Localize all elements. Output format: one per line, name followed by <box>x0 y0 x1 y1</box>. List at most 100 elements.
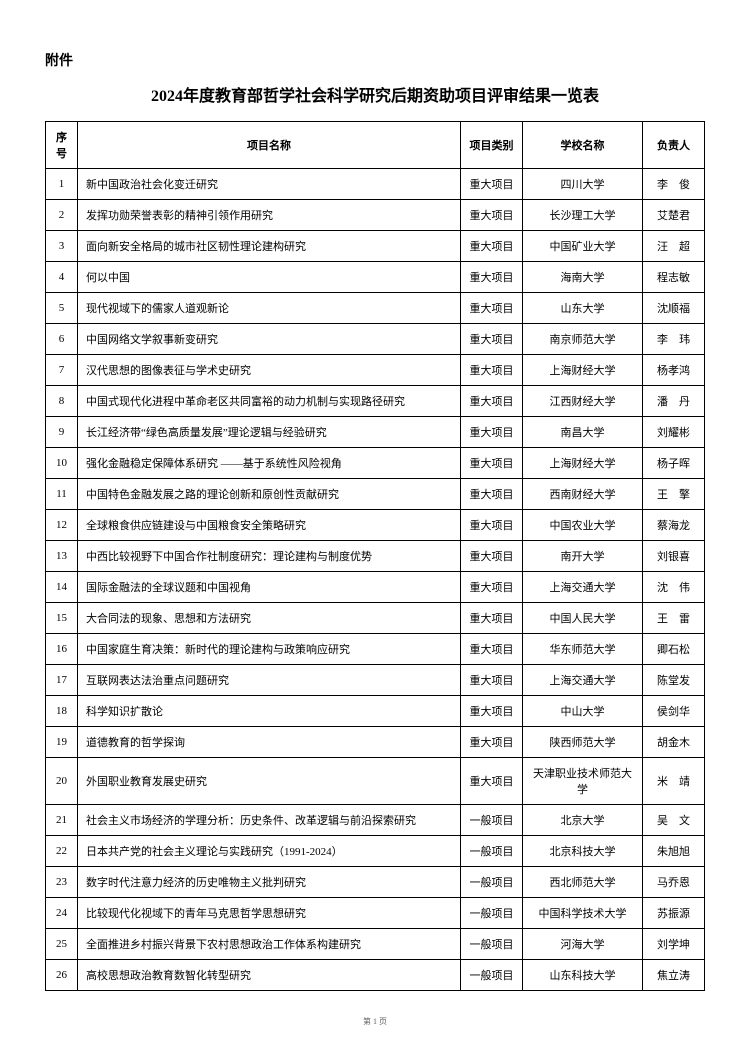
cell-category: 一般项目 <box>461 898 523 929</box>
cell-category: 重大项目 <box>461 386 523 417</box>
table-row: 19道德教育的哲学探询重大项目陕西师范大学胡金木 <box>46 727 705 758</box>
cell-seq: 26 <box>46 960 78 991</box>
cell-name: 道德教育的哲学探询 <box>78 727 461 758</box>
cell-school: 海南大学 <box>523 262 643 293</box>
cell-seq: 21 <box>46 805 78 836</box>
table-row: 5现代视域下的儒家人道观新论重大项目山东大学沈顺福 <box>46 293 705 324</box>
cell-person: 吴 文 <box>643 805 705 836</box>
cell-name: 中国家庭生育决策：新时代的理论建构与政策响应研究 <box>78 634 461 665</box>
table-row: 15大合同法的现象、思想和方法研究重大项目中国人民大学王 雷 <box>46 603 705 634</box>
cell-school: 中国矿业大学 <box>523 231 643 262</box>
table-row: 21社会主义市场经济的学理分析：历史条件、改革逻辑与前沿探索研究一般项目北京大学… <box>46 805 705 836</box>
attachment-label: 附件 <box>45 50 705 70</box>
cell-seq: 22 <box>46 836 78 867</box>
cell-person: 刘耀彬 <box>643 417 705 448</box>
cell-name: 面向新安全格局的城市社区韧性理论建构研究 <box>78 231 461 262</box>
cell-category: 重大项目 <box>461 200 523 231</box>
cell-name: 数字时代注意力经济的历史唯物主义批判研究 <box>78 867 461 898</box>
cell-name: 比较现代化视域下的青年马克思哲学思想研究 <box>78 898 461 929</box>
cell-category: 重大项目 <box>461 479 523 510</box>
cell-school: 上海财经大学 <box>523 448 643 479</box>
cell-seq: 25 <box>46 929 78 960</box>
cell-category: 一般项目 <box>461 960 523 991</box>
cell-category: 重大项目 <box>461 262 523 293</box>
cell-school: 天津职业技术师范大学 <box>523 758 643 805</box>
cell-person: 米 靖 <box>643 758 705 805</box>
table-row: 11中国特色金融发展之路的理论创新和原创性贡献研究重大项目西南财经大学王 擎 <box>46 479 705 510</box>
table-row: 1新中国政治社会化变迁研究重大项目四川大学李 俊 <box>46 169 705 200</box>
cell-name: 国际金融法的全球议题和中国视角 <box>78 572 461 603</box>
cell-school: 中国农业大学 <box>523 510 643 541</box>
cell-seq: 4 <box>46 262 78 293</box>
cell-name: 大合同法的现象、思想和方法研究 <box>78 603 461 634</box>
cell-person: 王 雷 <box>643 603 705 634</box>
cell-seq: 10 <box>46 448 78 479</box>
cell-category: 重大项目 <box>461 758 523 805</box>
cell-name: 全面推进乡村振兴背景下农村思想政治工作体系构建研究 <box>78 929 461 960</box>
cell-person: 马乔恩 <box>643 867 705 898</box>
cell-name: 全球粮食供应链建设与中国粮食安全策略研究 <box>78 510 461 541</box>
cell-category: 重大项目 <box>461 634 523 665</box>
cell-school: 中国人民大学 <box>523 603 643 634</box>
cell-name: 外国职业教育发展史研究 <box>78 758 461 805</box>
cell-seq: 5 <box>46 293 78 324</box>
cell-person: 李 俊 <box>643 169 705 200</box>
cell-school: 南京师范大学 <box>523 324 643 355</box>
cell-seq: 16 <box>46 634 78 665</box>
cell-person: 沈 伟 <box>643 572 705 603</box>
table-row: 12全球粮食供应链建设与中国粮食安全策略研究重大项目中国农业大学蔡海龙 <box>46 510 705 541</box>
cell-category: 重大项目 <box>461 324 523 355</box>
cell-seq: 13 <box>46 541 78 572</box>
header-school: 学校名称 <box>523 122 643 169</box>
cell-name: 社会主义市场经济的学理分析：历史条件、改革逻辑与前沿探索研究 <box>78 805 461 836</box>
cell-name: 现代视域下的儒家人道观新论 <box>78 293 461 324</box>
cell-category: 重大项目 <box>461 355 523 386</box>
cell-name: 互联网表达法治重点问题研究 <box>78 665 461 696</box>
cell-seq: 15 <box>46 603 78 634</box>
cell-name: 中西比较视野下中国合作社制度研究：理论建构与制度优势 <box>78 541 461 572</box>
cell-person: 汪 超 <box>643 231 705 262</box>
cell-seq: 23 <box>46 867 78 898</box>
cell-seq: 14 <box>46 572 78 603</box>
page-indicator: 第 1 页 <box>45 1016 705 1027</box>
cell-school: 长沙理工大学 <box>523 200 643 231</box>
cell-name: 中国特色金融发展之路的理论创新和原创性贡献研究 <box>78 479 461 510</box>
cell-category: 重大项目 <box>461 293 523 324</box>
table-row: 4何以中国重大项目海南大学程志敏 <box>46 262 705 293</box>
cell-person: 胡金木 <box>643 727 705 758</box>
cell-name: 发挥功勋荣誉表彰的精神引领作用研究 <box>78 200 461 231</box>
cell-person: 杨孝鸿 <box>643 355 705 386</box>
table-header-row: 序号 项目名称 项目类别 学校名称 负责人 <box>46 122 705 169</box>
cell-name: 中国网络文学叙事新变研究 <box>78 324 461 355</box>
cell-person: 沈顺福 <box>643 293 705 324</box>
table-row: 6中国网络文学叙事新变研究重大项目南京师范大学李 玮 <box>46 324 705 355</box>
cell-school: 山东大学 <box>523 293 643 324</box>
table-row: 10强化金融稳定保障体系研究 ——基于系统性风险视角重大项目上海财经大学杨子晖 <box>46 448 705 479</box>
cell-person: 焦立涛 <box>643 960 705 991</box>
page-title: 2024年度教育部哲学社会科学研究后期资助项目评审结果一览表 <box>45 82 705 106</box>
cell-name: 新中国政治社会化变迁研究 <box>78 169 461 200</box>
cell-name: 中国式现代化进程中革命老区共同富裕的动力机制与实现路径研究 <box>78 386 461 417</box>
cell-category: 重大项目 <box>461 541 523 572</box>
table-row: 18科学知识扩散论重大项目中山大学侯剑华 <box>46 696 705 727</box>
cell-person: 程志敏 <box>643 262 705 293</box>
cell-name: 高校思想政治教育数智化转型研究 <box>78 960 461 991</box>
cell-category: 重大项目 <box>461 510 523 541</box>
table-row: 20外国职业教育发展史研究重大项目天津职业技术师范大学米 靖 <box>46 758 705 805</box>
table-row: 25全面推进乡村振兴背景下农村思想政治工作体系构建研究一般项目河海大学刘学坤 <box>46 929 705 960</box>
cell-school: 山东科技大学 <box>523 960 643 991</box>
header-name: 项目名称 <box>78 122 461 169</box>
table-row: 24比较现代化视域下的青年马克思哲学思想研究一般项目中国科学技术大学苏振源 <box>46 898 705 929</box>
cell-seq: 6 <box>46 324 78 355</box>
table-row: 8中国式现代化进程中革命老区共同富裕的动力机制与实现路径研究重大项目江西财经大学… <box>46 386 705 417</box>
table-row: 2发挥功勋荣誉表彰的精神引领作用研究重大项目长沙理工大学艾楚君 <box>46 200 705 231</box>
table-row: 23数字时代注意力经济的历史唯物主义批判研究一般项目西北师范大学马乔恩 <box>46 867 705 898</box>
cell-school: 江西财经大学 <box>523 386 643 417</box>
cell-school: 上海财经大学 <box>523 355 643 386</box>
cell-person: 蔡海龙 <box>643 510 705 541</box>
table-row: 3面向新安全格局的城市社区韧性理论建构研究重大项目中国矿业大学汪 超 <box>46 231 705 262</box>
cell-person: 刘银喜 <box>643 541 705 572</box>
cell-name: 长江经济带“绿色高质量发展”理论逻辑与经验研究 <box>78 417 461 448</box>
cell-seq: 2 <box>46 200 78 231</box>
header-category: 项目类别 <box>461 122 523 169</box>
